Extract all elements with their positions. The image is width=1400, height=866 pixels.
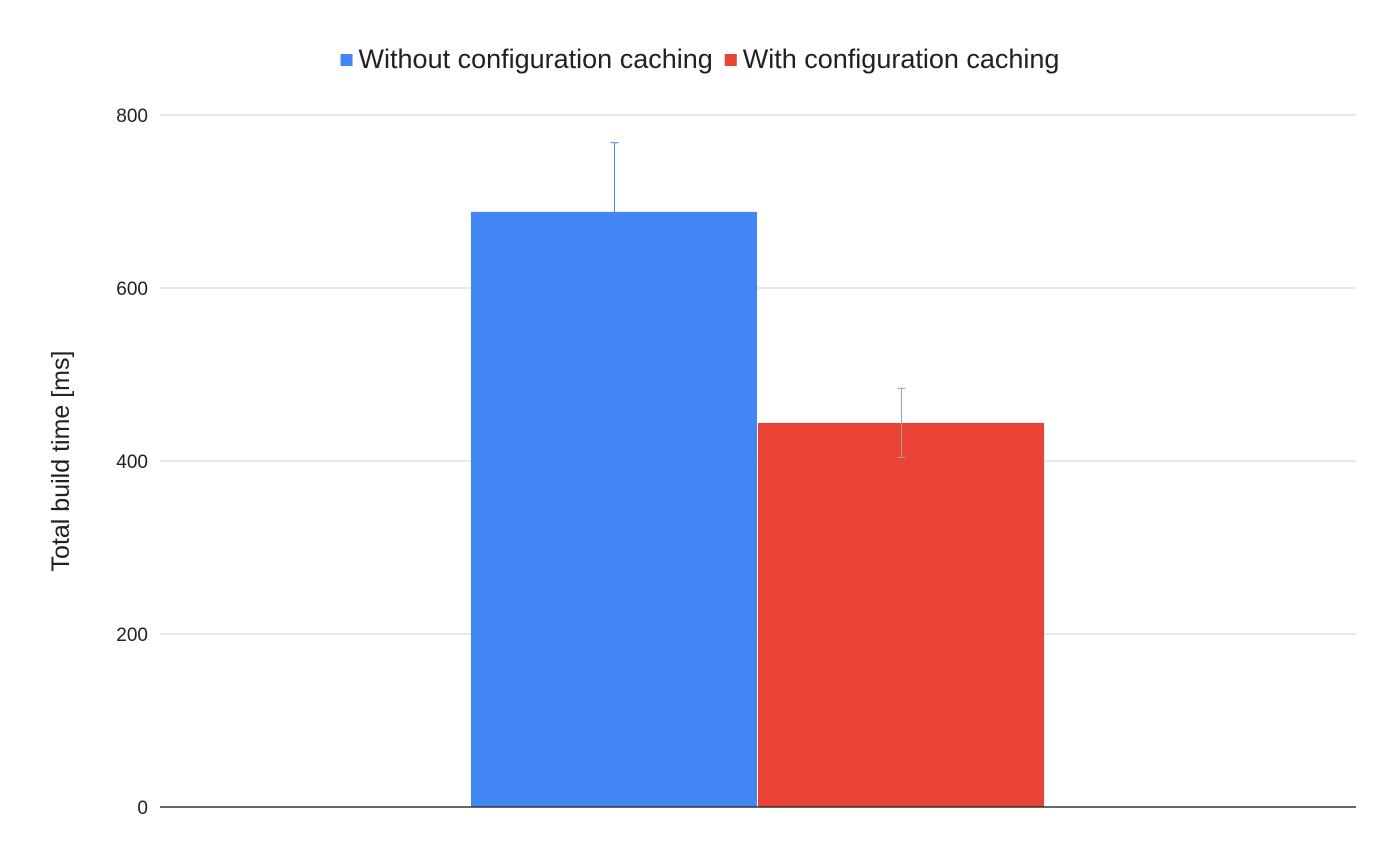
legend: Without configuration caching With config… [340, 44, 1060, 74]
legend-swatch [724, 54, 737, 66]
y-tick-label: 600 [116, 279, 148, 300]
legend-item: With configuration caching [724, 44, 1060, 74]
bar [758, 422, 1045, 807]
legend-label: With configuration caching [743, 44, 1060, 74]
legend-label: Without configuration caching [359, 44, 713, 74]
error-bars [610, 142, 906, 459]
legend-item: Without configuration caching [340, 44, 713, 74]
y-tick-label: 800 [116, 106, 148, 127]
legend-swatch [340, 54, 353, 66]
bar [470, 211, 757, 807]
y-axis-ticks: 0 200 400 600 800 [116, 106, 148, 819]
y-axis-title: Total build time [ms] [47, 351, 75, 572]
bars [470, 211, 1045, 807]
y-tick-label: 0 [137, 798, 148, 819]
y-tick-label: 200 [116, 625, 148, 646]
y-tick-label: 400 [116, 452, 148, 473]
